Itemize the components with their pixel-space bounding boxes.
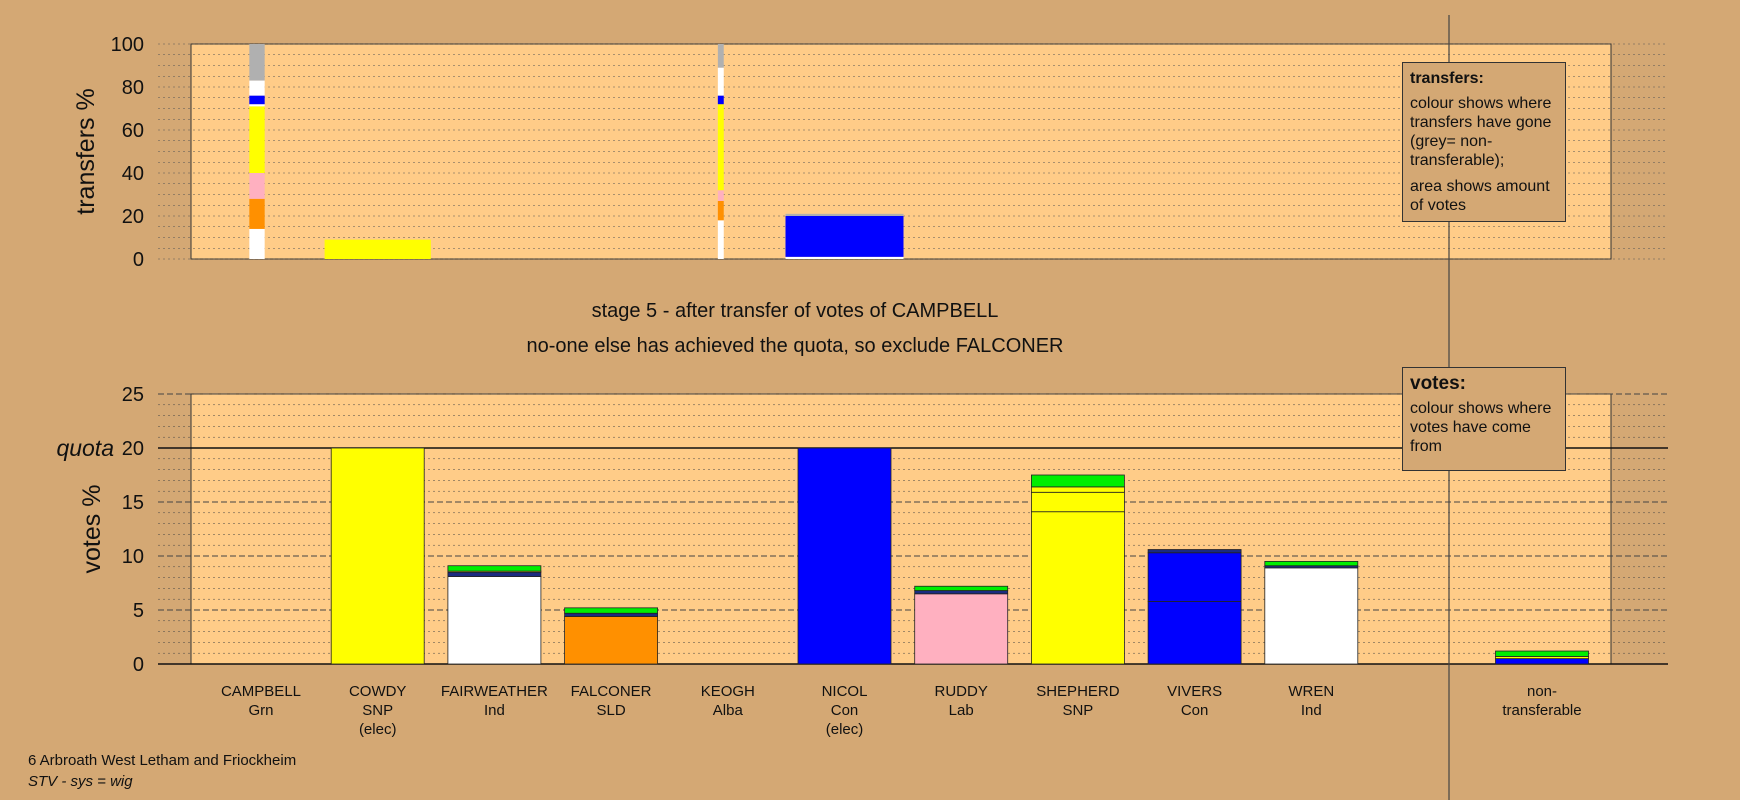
non-transferable-label-2: transferable xyxy=(1502,702,1581,719)
vote-segment-ruddy xyxy=(914,585,1009,591)
candidate-name: SHEPHERD xyxy=(1036,683,1120,700)
transfer-segment-nicol xyxy=(785,216,904,257)
transfers-legend: transfers: colour shows where transfers … xyxy=(1402,62,1566,222)
vote-segment-falconer xyxy=(564,612,658,617)
votes-tick-label: 5 xyxy=(133,600,144,622)
vote-segment-wren xyxy=(1264,567,1359,665)
votes-tick-label: 10 xyxy=(122,546,144,568)
vote-segment-ruddy xyxy=(914,593,1009,665)
vote-segment-fairweather xyxy=(447,565,542,572)
transfers-axis-label: transfers % xyxy=(72,88,100,214)
voting-system: STV - sys = wig xyxy=(28,773,133,790)
candidate-name: FAIRWEATHER xyxy=(441,683,548,700)
candidate-name: FALCONER xyxy=(571,683,652,700)
candidate-party: Lab xyxy=(949,702,974,719)
transfers-tick-label: 80 xyxy=(122,77,144,99)
votes-tick-label: 0 xyxy=(133,654,144,676)
transfer-segment-campbell xyxy=(249,198,265,229)
vote-segment-non-transferable xyxy=(1495,650,1589,657)
vote-segment-wren xyxy=(1264,561,1359,567)
candidate-name: WREN xyxy=(1288,683,1334,700)
candidate-party: Alba xyxy=(713,702,744,719)
ward-name: 6 Arbroath West Letham and Friockheim xyxy=(28,752,297,769)
votes-legend: votes: colour shows where votes have com… xyxy=(1402,367,1566,471)
transfer-segment-campbell xyxy=(249,104,265,107)
transfer-segment-nicol xyxy=(785,256,904,259)
transfer-segment-keogh xyxy=(717,200,724,221)
vote-segment-fairweather xyxy=(447,571,542,577)
transfers-tick-label: 100 xyxy=(111,34,144,56)
transfers-tick-label: 0 xyxy=(133,249,144,271)
candidate-name: NICOL xyxy=(822,683,868,700)
votes-tick-label: 15 xyxy=(122,492,144,514)
vote-segment-falconer xyxy=(564,616,658,665)
stage-title: stage 5 - after transfer of votes of CAM… xyxy=(591,300,999,322)
quota-label: quota xyxy=(56,435,114,461)
vote-segment-fairweather xyxy=(447,576,542,665)
vote-segment-ruddy xyxy=(914,590,1009,595)
transfers-tick-label: 40 xyxy=(122,163,144,185)
votes-tick-label: 25 xyxy=(122,384,144,406)
transfers-legend-line2: area shows amount of votes xyxy=(1410,178,1550,214)
vote-segment-shepherd xyxy=(1031,474,1125,488)
votes-tick-label: 20 xyxy=(122,438,144,460)
vote-segment-shepherd xyxy=(1031,491,1125,513)
non-transferable-label-1: non- xyxy=(1527,683,1557,700)
transfer-segment-campbell xyxy=(249,95,265,105)
transfers-legend-line1: colour shows where transfers have gone (… xyxy=(1410,95,1552,169)
candidate-elected: (elec) xyxy=(359,721,397,738)
vote-segment-falconer xyxy=(564,607,658,614)
candidate-elected: (elec) xyxy=(826,721,864,738)
candidate-party: SNP xyxy=(362,702,393,719)
transfer-segment-campbell xyxy=(249,228,265,259)
transfer-segment-keogh xyxy=(717,104,724,191)
vote-segment-non-transferable xyxy=(1495,658,1589,665)
transfer-segment-cowdy xyxy=(324,239,431,259)
candidate-party: Ind xyxy=(484,702,505,719)
votes-legend-title: votes: xyxy=(1410,373,1466,394)
votes-axis-label: votes % xyxy=(78,485,106,574)
vote-segment-cowdy xyxy=(330,447,425,665)
transfers-tick-label: 20 xyxy=(122,206,144,228)
vote-segment-vivers xyxy=(1147,600,1242,665)
transfer-segment-keogh xyxy=(717,67,724,96)
candidate-party: Ind xyxy=(1301,702,1322,719)
candidate-party: Con xyxy=(831,702,859,719)
transfers-tick-label: 60 xyxy=(122,120,144,142)
votes-legend-line1: colour shows where votes have come from xyxy=(1410,400,1552,455)
transfer-segment-campbell xyxy=(249,173,265,199)
candidate-party: Grn xyxy=(248,702,273,719)
vote-segment-vivers xyxy=(1147,549,1242,554)
transfer-segment-keogh xyxy=(717,95,724,105)
candidate-name: KEOGH xyxy=(701,683,755,700)
stage-status: no-one else has achieved the quota, so e… xyxy=(526,335,1064,357)
vote-segment-shepherd xyxy=(1031,511,1125,665)
transfer-segment-keogh xyxy=(717,190,724,201)
vote-segment-vivers xyxy=(1147,552,1242,602)
transfer-segment-campbell xyxy=(249,44,265,81)
candidate-name: CAMPBELL xyxy=(221,683,301,700)
candidate-party: SLD xyxy=(597,702,626,719)
candidate-party: SNP xyxy=(1062,702,1093,719)
vote-segment-shepherd xyxy=(1031,486,1125,493)
transfer-segment-campbell xyxy=(249,80,265,96)
candidate-name: RUDDY xyxy=(935,683,988,700)
transfer-segment-campbell xyxy=(249,106,265,173)
transfer-segment-nicol xyxy=(785,213,904,216)
transfer-segment-keogh xyxy=(717,220,724,259)
votes-plot-area xyxy=(190,393,1612,665)
vote-segment-nicol xyxy=(797,447,892,665)
candidate-name: VIVERS xyxy=(1167,683,1222,700)
candidate-name: COWDY xyxy=(349,683,407,700)
transfers-legend-title: transfers: xyxy=(1410,70,1484,87)
candidate-party: Con xyxy=(1181,702,1209,719)
transfer-segment-keogh xyxy=(717,44,724,68)
